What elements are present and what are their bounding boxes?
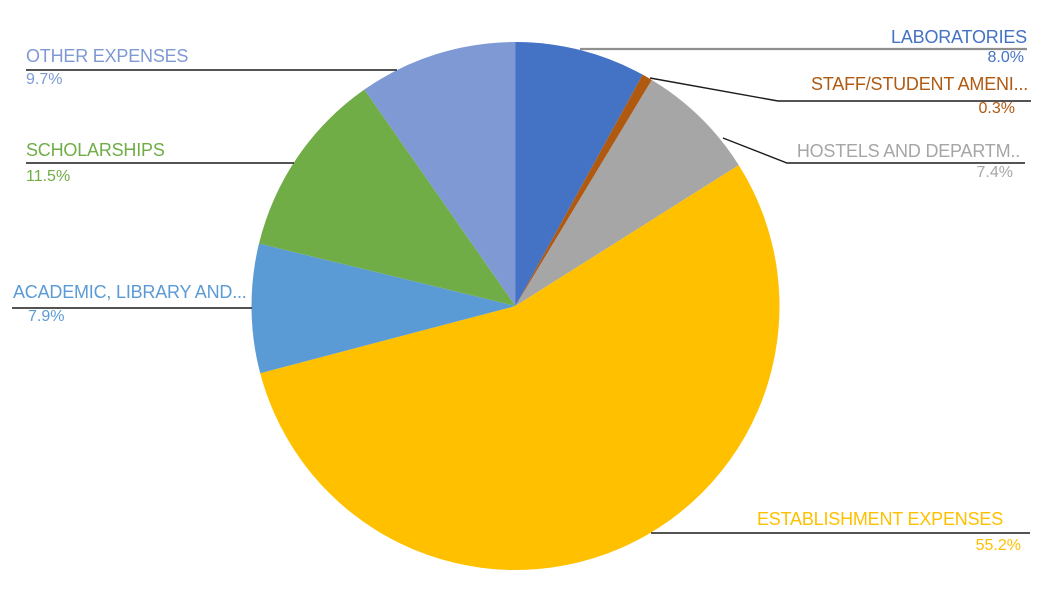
pie-slice-scholarships[interactable] bbox=[258, 89, 516, 306]
slice-label-staff-student-amenities: STAFF/STUDENT AMENI... bbox=[811, 74, 1028, 94]
pie-slice-laboratories[interactable] bbox=[515, 42, 643, 306]
pie-slice-academic-library-and[interactable] bbox=[251, 243, 516, 374]
slice-percent-hostels-and-departments: 7.4% bbox=[976, 164, 1013, 181]
slice-label-hostels-and-departments: HOSTELS AND DEPARTM.. bbox=[796, 141, 1020, 161]
leader-line-staff-student-amenities bbox=[649, 77, 1031, 102]
slice-percent-staff-student-amenities: 0.3% bbox=[978, 100, 1015, 117]
pie-slice-staff-student-ameni[interactable] bbox=[515, 74, 652, 306]
slice-label-establishment-expenses: ESTABLISHMENT EXPENSES bbox=[756, 509, 1003, 529]
slice-label-other-expenses: OTHER EXPENSES bbox=[26, 46, 189, 66]
slice-percent-laboratories: 8.0% bbox=[987, 49, 1024, 66]
pie-slice-hostels-and-departm[interactable] bbox=[515, 79, 739, 306]
slice-label-scholarships: SCHOLARSHIPS bbox=[26, 140, 165, 160]
slice-percent-other-expenses: 9.7% bbox=[26, 71, 63, 88]
slice-percent-academic-library: 7.9% bbox=[28, 308, 65, 325]
pie-slice-other-expenses[interactable] bbox=[364, 42, 516, 306]
leader-line-hostels-and-departments bbox=[722, 137, 1025, 164]
slice-label-laboratories: LABORATORIES bbox=[891, 27, 1027, 47]
pie-slices bbox=[251, 42, 780, 570]
slice-percent-scholarships: 11.5% bbox=[26, 168, 71, 185]
leader-lines bbox=[12, 47, 1031, 534]
pie-slice-establishment-expenses[interactable] bbox=[260, 165, 780, 570]
slice-percent-establishment-expenses: 55.2% bbox=[975, 537, 1021, 554]
slice-label-academic-library: ACADEMIC, LIBRARY AND... bbox=[13, 282, 247, 302]
